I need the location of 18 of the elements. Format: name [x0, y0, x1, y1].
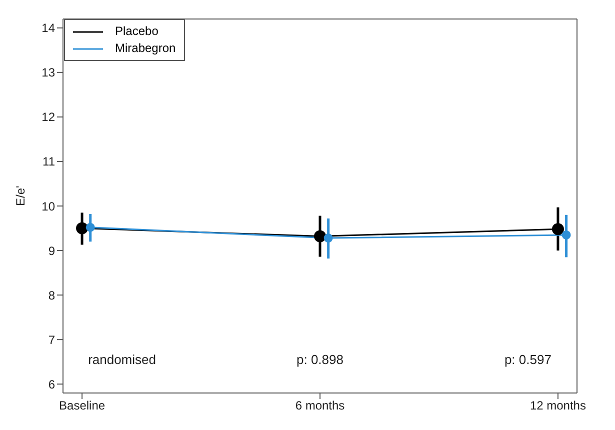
y-axis-title: E/e' — [13, 186, 28, 206]
x-tick-label: 6 months — [295, 398, 345, 413]
y-tick-label: 14 — [42, 21, 56, 36]
annotation: randomised — [88, 352, 156, 367]
y-tick-label: 13 — [42, 66, 56, 80]
y-tick-label: 12 — [42, 110, 56, 124]
legend-label: Mirabegron — [115, 40, 176, 57]
y-tick-label: 10 — [42, 199, 56, 214]
y-tick-label: 9 — [48, 244, 56, 258]
y-tick-label: 8 — [48, 288, 56, 302]
x-tick-label: 12 months — [530, 398, 586, 413]
x-tick-label: Baseline — [59, 398, 106, 413]
y-tick-label: 11 — [42, 154, 56, 169]
annotation: p: 0.898 — [296, 352, 344, 367]
legend-label: Placebo — [115, 23, 158, 40]
annotation: p: 0.597 — [504, 352, 552, 367]
y-tick-label: 6 — [48, 377, 56, 392]
y-tick-label: 7 — [48, 332, 56, 347]
